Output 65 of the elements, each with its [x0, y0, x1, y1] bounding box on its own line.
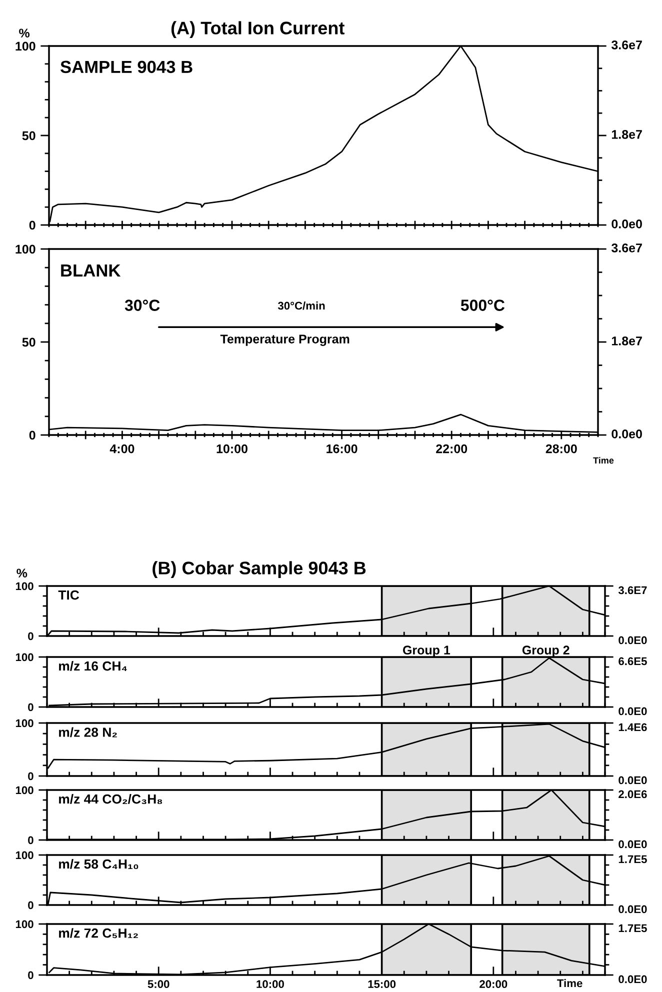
annotation: m/z 72 C₅H₁₂	[59, 928, 138, 938]
y-tick-label: 50	[22, 338, 36, 347]
y-tick-label: 100	[16, 244, 36, 254]
x-tick-label: 16:00	[326, 444, 358, 454]
x-axis-title: Time	[593, 457, 614, 464]
y2-tick-label: 6.6E5	[618, 657, 647, 666]
y2-tick-label: 0.0e0	[612, 430, 642, 438]
y2-tick-label: 3.6e7	[611, 244, 642, 252]
y-tick-label: 50	[22, 131, 36, 140]
y2-tick-label: 0.0e0	[612, 220, 642, 228]
y-tick-label: 100	[16, 719, 34, 728]
band-label: Group 2	[522, 646, 570, 657]
y-tick-label: 0	[28, 703, 34, 712]
annotation: 30°C/min	[278, 301, 325, 310]
x-tick-label: 4:00	[110, 444, 134, 454]
annotation: 30°C	[124, 300, 160, 311]
y2-tick-label: 1.8e7	[612, 130, 642, 139]
y2-tick-label: 0.0E0	[618, 905, 647, 914]
annotation: m/z 44 CO₂/C₃H₈	[59, 794, 162, 804]
y2-tick-label: 0.0E0	[618, 975, 647, 984]
annotation: SAMPLE 9043 B	[60, 60, 192, 74]
annotation: 500°C	[460, 300, 505, 311]
band-label: Group 1	[402, 646, 450, 657]
y-tick-label: 0	[28, 901, 34, 910]
y-tick-label: 100	[16, 851, 34, 860]
y-tick-label: 0	[28, 772, 34, 780]
x-axis-title: Time	[557, 979, 582, 988]
x-tick-label: 10:00	[256, 980, 284, 988]
y2-tick-label: 3.6E7	[618, 586, 647, 594]
annotation: m/z 58 C₄H₁₀	[59, 859, 138, 870]
annotation: TIC	[58, 590, 80, 600]
y2-tick-label: 1.7E5	[618, 924, 647, 932]
y-tick-label: 100	[16, 920, 34, 928]
y2-tick-label: 0.0E0	[618, 636, 647, 644]
y-tick-label: 100	[16, 653, 34, 662]
y2-tick-label: 0.0E0	[618, 707, 647, 716]
chart-title: (B) Cobar Sample 9043 B	[152, 561, 366, 578]
y-tick-label: 0	[28, 971, 34, 980]
y-tick-label: 100	[16, 786, 34, 794]
y-tick-label: 0	[29, 220, 36, 230]
y2-tick-label: 2.0E6	[618, 790, 647, 798]
x-tick-label: 5:00	[148, 980, 170, 988]
annotation: BLANK	[61, 264, 121, 276]
y2-tick-label: 0.0E0	[618, 840, 647, 848]
y-tick-label: 0	[28, 632, 34, 640]
y2-tick-label: 1.8e7	[612, 336, 642, 346]
y-tick-label: 0	[29, 430, 36, 440]
y2-tick-label: 0.0E0	[618, 776, 647, 784]
y-axis-title: %	[16, 568, 28, 578]
y2-tick-label: 1.7E5	[618, 855, 647, 864]
annotation: Temperature Program	[220, 334, 350, 346]
y-tick-label: 100	[16, 42, 36, 51]
y-tick-label: 0	[28, 836, 34, 844]
annotation: m/z 16 CH₄	[59, 661, 127, 671]
y2-tick-label: 3.6e7	[611, 40, 642, 50]
y2-tick-label: 1.4E6	[618, 723, 647, 732]
x-tick-label: 10:00	[216, 444, 248, 454]
chart-title: (A) Total Ion Current	[171, 21, 344, 38]
x-tick-label: 20:00	[480, 980, 508, 988]
annotation: m/z 28 N₂	[59, 727, 117, 738]
x-tick-label: 15:00	[368, 980, 396, 988]
y-tick-label: 100	[16, 582, 34, 590]
x-tick-label: 22:00	[436, 444, 468, 454]
x-tick-label: 28:00	[546, 444, 577, 454]
y-axis-title: %	[19, 28, 30, 38]
